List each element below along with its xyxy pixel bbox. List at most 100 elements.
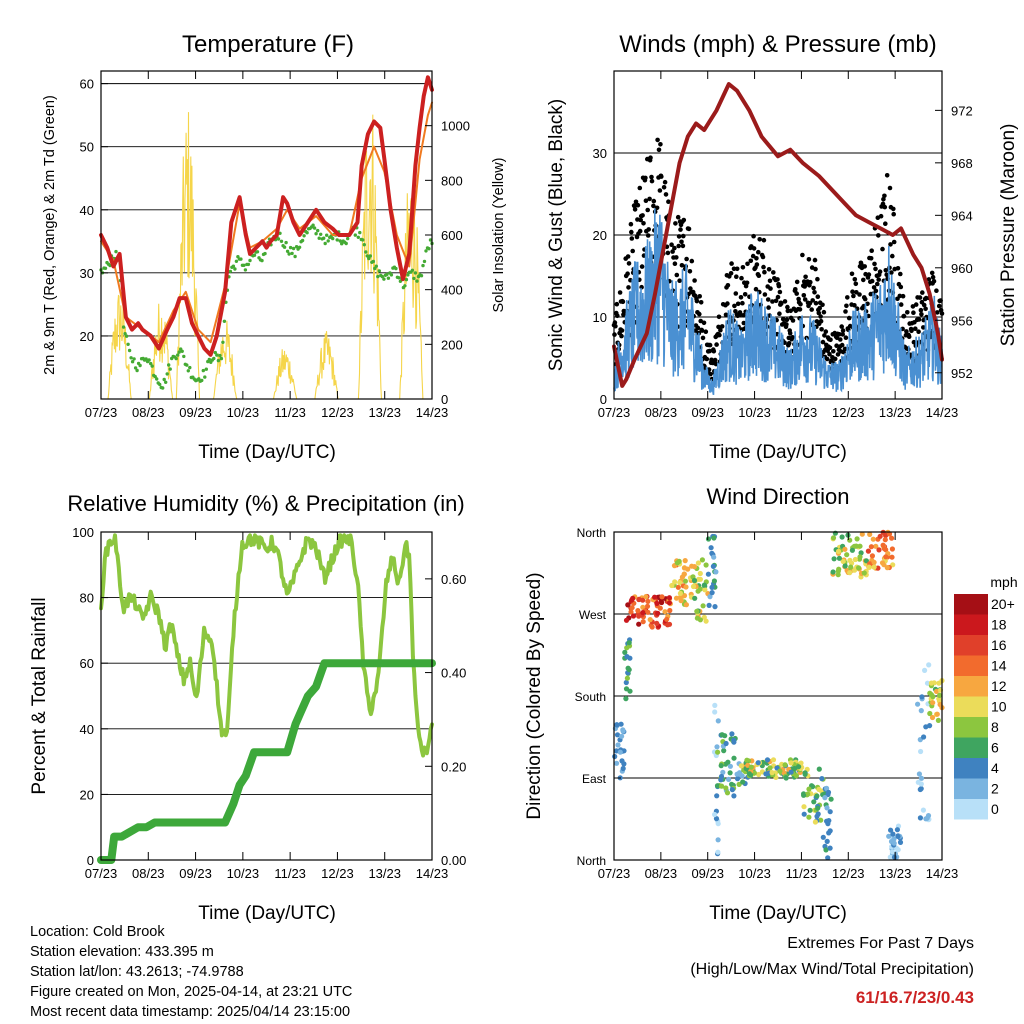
x-tick-label: 10/23: [738, 405, 771, 420]
gust-point: [761, 264, 766, 270]
gust-point: [869, 278, 875, 284]
direction-point: [715, 749, 721, 755]
direction-point: [820, 834, 826, 840]
direction-point: [819, 776, 825, 782]
direction-point: [836, 555, 843, 561]
dewpoint-point: [168, 367, 172, 371]
y-tick-label-right: 972: [951, 103, 973, 118]
gust-point: [835, 352, 841, 357]
gust-point: [742, 292, 748, 297]
direction-point: [888, 827, 894, 833]
gust-point: [797, 307, 803, 312]
direction-point: [712, 702, 718, 709]
direction-point: [691, 564, 698, 570]
direction-point: [827, 828, 833, 834]
dewpoint-point: [180, 349, 184, 353]
dewpoint-point: [317, 236, 321, 240]
dewpoint-point: [133, 366, 138, 370]
direction-point: [726, 776, 732, 783]
direction-point: [830, 569, 836, 575]
gust-point: [842, 346, 848, 352]
gust-point: [935, 310, 940, 315]
gust-point: [732, 303, 737, 309]
gust-point: [854, 290, 859, 295]
gust-point: [675, 214, 681, 220]
direction-point: [831, 556, 837, 562]
dewpoint-point: [284, 240, 288, 245]
dewpoint-point: [219, 356, 224, 361]
direction-point: [814, 793, 820, 799]
direction-point: [792, 765, 798, 772]
gust-point: [707, 348, 712, 354]
dewpoint-point: [291, 246, 296, 251]
gust-point: [794, 279, 800, 285]
dewpoint-point: [374, 264, 378, 268]
gust-point: [688, 286, 693, 291]
direction-point: [674, 560, 681, 566]
direction-point: [691, 577, 698, 584]
dewpoint-point: [389, 273, 394, 277]
gust-point: [679, 239, 684, 245]
dewpoint-point: [132, 357, 136, 361]
direction-point: [713, 816, 720, 822]
direction-point: [711, 554, 717, 560]
gust-point: [866, 272, 872, 277]
gust-point: [733, 291, 739, 296]
gust-point: [628, 221, 634, 227]
direction-point: [705, 571, 712, 577]
dewpoint-point: [380, 274, 384, 279]
gust-point: [873, 266, 878, 272]
dewpoint-point: [138, 363, 142, 368]
direction-point: [654, 600, 660, 607]
direction-point: [640, 619, 646, 625]
colorbar-label: 10: [991, 698, 1007, 714]
gust-point: [643, 198, 649, 203]
direction-point: [891, 840, 897, 846]
direction-point: [844, 552, 850, 558]
direction-point: [706, 602, 712, 609]
direction-point: [876, 547, 882, 553]
gust-point: [819, 327, 824, 332]
gust-point: [861, 277, 866, 283]
direction-point: [877, 533, 883, 539]
gust-point: [735, 301, 741, 307]
dewpoint-point: [255, 250, 260, 254]
gust-point: [777, 311, 782, 317]
dewpoint-point: [340, 242, 344, 246]
dewpoint-point: [204, 367, 208, 371]
dewpoint-point: [188, 365, 192, 370]
dewpoint-point: [222, 319, 227, 323]
direction-point: [715, 821, 721, 827]
gust-point: [694, 298, 700, 304]
direction-point: [891, 854, 898, 860]
direction-point: [721, 748, 727, 754]
dewpoint-point: [216, 358, 221, 363]
y-tick-label-right: 0.60: [441, 572, 466, 587]
dewpoint-point: [248, 258, 252, 263]
gust-point: [754, 262, 760, 267]
2m-temperature-line: [99, 75, 434, 357]
gust-point: [906, 334, 912, 340]
direction-point: [818, 817, 824, 823]
gust-point: [883, 221, 888, 226]
gust-point: [741, 320, 747, 326]
direction-point: [895, 847, 901, 853]
gust-point: [877, 269, 883, 275]
dewpoint-point: [376, 274, 380, 279]
dewpoint-point: [316, 228, 320, 233]
gust-point: [655, 137, 660, 143]
y-tick-label-right: 600: [441, 228, 463, 243]
dewpoint-point: [129, 356, 133, 360]
direction-point: [614, 732, 621, 738]
gust-point: [898, 302, 904, 307]
x-tick-label: 09/23: [179, 866, 212, 881]
gust-point: [827, 345, 833, 351]
direction-point: [667, 607, 673, 614]
direction-point: [620, 765, 626, 772]
direction-tick-label: North: [577, 526, 606, 540]
direction-point: [853, 543, 859, 549]
direction-point: [710, 563, 717, 570]
direction-point: [852, 567, 858, 573]
direction-point: [712, 604, 718, 610]
